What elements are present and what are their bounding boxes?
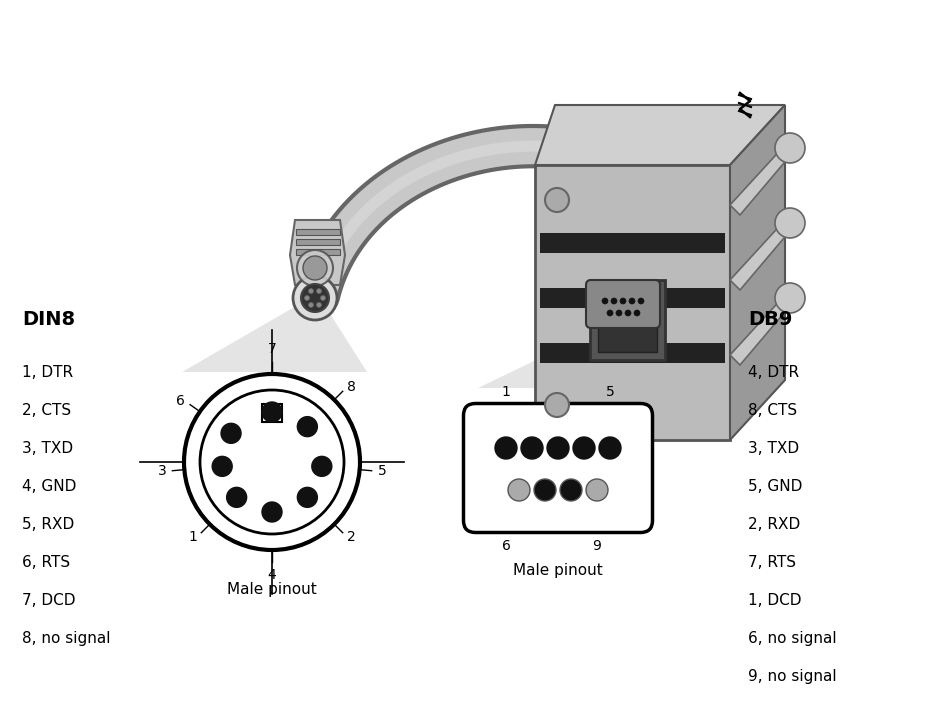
Text: 2, RXD: 2, RXD	[748, 517, 800, 532]
Bar	[540, 343, 725, 363]
Polygon shape	[730, 295, 795, 365]
Bar	[540, 233, 725, 253]
Text: 3, TXD: 3, TXD	[22, 441, 73, 456]
Text: 2, CTS: 2, CTS	[22, 403, 71, 418]
Text: 6, RTS: 6, RTS	[22, 555, 70, 570]
Text: 2: 2	[347, 530, 356, 544]
Polygon shape	[535, 105, 785, 165]
Text: 5, GND: 5, GND	[748, 479, 802, 494]
Circle shape	[200, 390, 344, 534]
Circle shape	[629, 298, 635, 304]
Bar	[590, 280, 665, 360]
FancyBboxPatch shape	[586, 280, 660, 328]
Bar	[296, 229, 340, 235]
Circle shape	[316, 289, 322, 294]
Circle shape	[545, 393, 569, 417]
Text: 8: 8	[347, 380, 356, 394]
Circle shape	[775, 208, 805, 238]
Circle shape	[775, 133, 805, 163]
Circle shape	[212, 456, 233, 477]
Text: 3: 3	[158, 464, 166, 478]
Text: 7, RTS: 7, RTS	[748, 555, 796, 570]
Polygon shape	[730, 220, 795, 290]
Circle shape	[616, 310, 622, 316]
Text: Male pinout: Male pinout	[513, 562, 603, 577]
Text: 1: 1	[189, 530, 197, 544]
Circle shape	[599, 437, 621, 459]
Circle shape	[221, 423, 241, 444]
Text: 1: 1	[502, 386, 510, 399]
Text: 8, CTS: 8, CTS	[748, 403, 797, 418]
Circle shape	[262, 402, 282, 422]
Circle shape	[297, 487, 317, 508]
Text: 4, DTR: 4, DTR	[748, 365, 799, 380]
Text: 6: 6	[176, 394, 185, 408]
Bar	[296, 249, 340, 255]
Circle shape	[560, 479, 582, 501]
Circle shape	[638, 298, 644, 304]
Text: 6, no signal: 6, no signal	[748, 631, 837, 646]
Circle shape	[508, 479, 530, 501]
Text: 1, DTR: 1, DTR	[22, 365, 73, 380]
Bar	[262, 404, 282, 422]
Text: 7: 7	[267, 342, 277, 356]
Polygon shape	[478, 323, 653, 388]
Circle shape	[573, 437, 595, 459]
Text: DB9: DB9	[748, 310, 793, 329]
Circle shape	[227, 487, 247, 508]
Circle shape	[534, 479, 556, 501]
Polygon shape	[290, 220, 345, 285]
Circle shape	[602, 298, 608, 304]
Text: 4, GND: 4, GND	[22, 479, 76, 494]
Circle shape	[301, 284, 329, 312]
Text: 5, RXD: 5, RXD	[22, 517, 74, 532]
Circle shape	[620, 298, 626, 304]
Circle shape	[316, 303, 322, 308]
Polygon shape	[730, 105, 785, 440]
Circle shape	[634, 310, 640, 316]
Text: 3, TXD: 3, TXD	[748, 441, 799, 456]
Circle shape	[262, 502, 282, 522]
Circle shape	[309, 289, 313, 294]
Text: 9: 9	[593, 539, 601, 553]
Circle shape	[545, 188, 569, 212]
Text: 5: 5	[606, 386, 614, 399]
Circle shape	[775, 283, 805, 313]
Text: 5: 5	[378, 464, 386, 478]
Circle shape	[305, 296, 310, 301]
Circle shape	[547, 437, 569, 459]
Text: 9, no signal: 9, no signal	[748, 669, 837, 684]
Circle shape	[184, 374, 360, 550]
Bar	[296, 239, 340, 245]
Circle shape	[311, 456, 332, 477]
Circle shape	[495, 437, 517, 459]
Polygon shape	[182, 298, 367, 372]
Circle shape	[297, 417, 317, 436]
FancyBboxPatch shape	[463, 403, 653, 532]
Circle shape	[586, 479, 608, 501]
Bar	[535, 165, 730, 440]
Circle shape	[607, 310, 613, 316]
Bar	[540, 288, 725, 308]
Circle shape	[309, 303, 313, 308]
Circle shape	[611, 298, 617, 304]
Circle shape	[293, 276, 337, 320]
Text: 6: 6	[502, 539, 510, 553]
Polygon shape	[730, 145, 795, 215]
Text: 1, DCD: 1, DCD	[748, 593, 801, 608]
Bar	[598, 288, 657, 352]
Text: Male pinout: Male pinout	[227, 582, 317, 597]
Circle shape	[321, 296, 325, 301]
Circle shape	[303, 256, 327, 280]
Circle shape	[297, 250, 333, 286]
Text: 7, DCD: 7, DCD	[22, 593, 75, 608]
Circle shape	[625, 310, 631, 316]
Text: DIN8: DIN8	[22, 310, 75, 329]
Text: 4: 4	[267, 568, 277, 582]
Circle shape	[521, 437, 543, 459]
Text: 8, no signal: 8, no signal	[22, 631, 111, 646]
